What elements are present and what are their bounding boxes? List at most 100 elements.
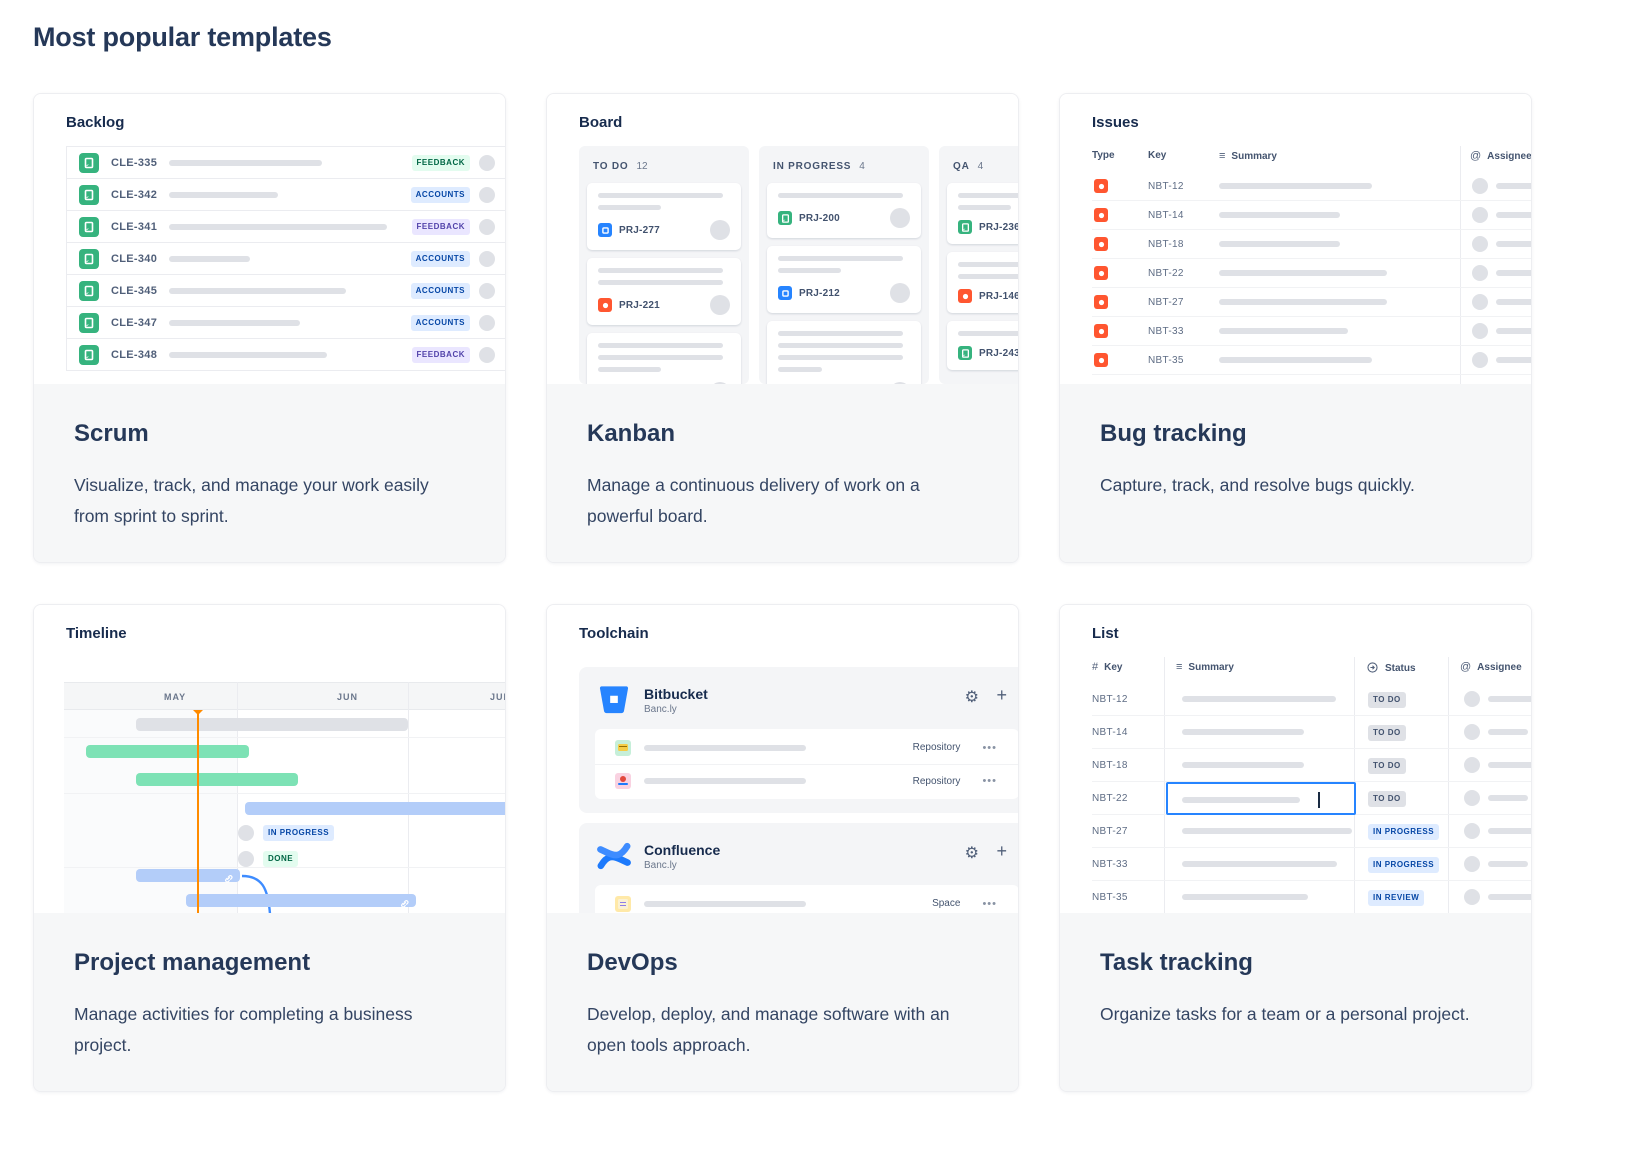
hash-icon: #	[1092, 661, 1099, 673]
col-header-key: Key	[1104, 661, 1123, 673]
list-row: NBT-35 IN REVIEW	[1092, 881, 1531, 913]
tool-org: Banc.ly	[644, 703, 677, 715]
issue-row: NBT-14	[1092, 201, 1531, 230]
avatar	[710, 295, 730, 315]
issue-row: NBT-12	[1092, 172, 1531, 201]
bug-tracking-card-footer: Bug tracking Capture, track, and resolve…	[1060, 384, 1531, 562]
col-header-summary: Summary	[1231, 150, 1277, 162]
bug-icon	[1094, 179, 1108, 193]
template-card-bug-tracking[interactable]: Issues Type Key ≡ Summary @ Assignee NBT-1…	[1059, 93, 1532, 563]
template-description: Capture, track, and resolve bugs quickly…	[1100, 475, 1415, 495]
more-icon: •••	[982, 897, 997, 910]
story-icon	[958, 220, 972, 234]
skeleton-bar	[598, 268, 724, 273]
issue-key: CLE-335	[111, 156, 158, 169]
month-label: JUL	[490, 692, 505, 702]
status-badge: IN PROGRESS	[1368, 857, 1440, 873]
skeleton-bar	[1496, 241, 1531, 247]
skeleton-bar	[169, 223, 387, 230]
template-card-devops[interactable]: Toolchain Bitbucket Banc.ly ⚙ +	[546, 604, 1019, 1092]
issue-key: NBT-12	[1148, 181, 1184, 192]
skeleton-bar	[644, 900, 806, 907]
issue-key: NBT-14	[1148, 210, 1184, 221]
issue-key: PRJ-243	[979, 347, 1018, 359]
issue-key: CLE-340	[111, 252, 158, 265]
template-card-task-tracking[interactable]: List # Key ≡ Summary Status @ Assignee NBT-…	[1059, 604, 1532, 1092]
issue-key: PRJ-236	[979, 221, 1018, 233]
issue-key: NBT-35	[1148, 355, 1184, 366]
template-card-scrum[interactable]: Backlog CLE-335 FEEDBACK CLE-342 ACCOUNT…	[33, 93, 506, 563]
avatar	[479, 186, 495, 203]
assignee-icon: @	[1470, 150, 1482, 162]
list-row: NBT-27 IN PROGRESS	[1092, 815, 1531, 848]
bug-icon	[1094, 208, 1108, 222]
skeleton-bar	[598, 193, 724, 198]
preview-title: Toolchain	[579, 625, 649, 642]
avatar	[479, 282, 495, 299]
board-column-inprogress: IN PROGRESS 4 PRJ-200 PRJ-212	[759, 146, 929, 384]
avatar	[710, 382, 730, 384]
status-icon	[1366, 661, 1379, 675]
scrum-preview: Backlog CLE-335 FEEDBACK CLE-342 ACCOUNT…	[34, 94, 505, 384]
templates-grid: Backlog CLE-335 FEEDBACK CLE-342 ACCOUNT…	[33, 93, 1630, 1092]
template-card-project-management[interactable]: Timeline MAY JUN JUL	[33, 604, 506, 1092]
skeleton-bar	[1488, 861, 1528, 867]
row-line	[64, 867, 505, 868]
skeleton-bar	[778, 343, 904, 348]
skeleton-bar	[644, 778, 806, 784]
page-title: Most popular templates	[33, 22, 332, 52]
skeleton-bar	[778, 193, 904, 198]
row-line	[64, 793, 505, 794]
column-count: 4	[859, 161, 865, 172]
board-card: PRJ-146	[947, 252, 1018, 313]
avatar	[1472, 265, 1488, 281]
gantt-bar-green	[136, 773, 298, 786]
avatar	[1464, 757, 1480, 773]
scrum-card-footer: Scrum Visualize, track, and manage your …	[34, 384, 505, 562]
skeleton-bar	[958, 331, 1018, 336]
skeleton-bar	[778, 256, 904, 261]
column-name: IN PROGRESS	[773, 161, 852, 172]
text-cursor	[1318, 792, 1320, 808]
status-badge: TO DO	[1368, 725, 1406, 741]
epic-badge: FEEDBACK	[411, 154, 470, 171]
skeleton-bar	[1182, 762, 1304, 768]
story-icon	[79, 184, 99, 205]
skeleton-bar	[1488, 828, 1531, 834]
tool-org: Banc.ly	[644, 859, 677, 871]
avatar	[1464, 724, 1480, 740]
template-title: Task tracking	[1100, 949, 1253, 976]
gantt-bar-blue-linked	[136, 869, 240, 883]
board-card: PRJ-212	[767, 246, 921, 313]
board-card: PRJ-200	[767, 183, 921, 238]
list-row: NBT-12 TO DO	[1092, 683, 1531, 716]
issue-key: NBT-18	[1148, 239, 1184, 250]
story-icon	[79, 152, 99, 173]
issue-key: PRJ-212	[799, 287, 840, 299]
confluence-logo	[597, 839, 631, 873]
issue-key: NBT-33	[1092, 859, 1128, 870]
story-icon	[79, 216, 99, 237]
timeline-chart: IN PROGRESS DONE	[64, 682, 505, 913]
status-badge: IN PROGRESS	[1368, 824, 1440, 840]
bug-tracking-preview: Issues Type Key ≡ Summary @ Assignee NBT-1…	[1060, 94, 1531, 384]
template-card-kanban[interactable]: Board TO DO 12 PRJ-277 PRJ-221	[546, 93, 1019, 563]
avatar	[479, 346, 495, 363]
skeleton-bar	[1496, 299, 1531, 305]
issue-row: NBT-22	[1092, 259, 1531, 288]
avatar	[1464, 889, 1480, 905]
devops-preview: Toolchain Bitbucket Banc.ly ⚙ +	[547, 605, 1018, 913]
issue-key: PRJ-146	[979, 290, 1018, 302]
toolchain-row: Space •••	[595, 887, 1018, 913]
preview-title: List	[1092, 625, 1119, 642]
plus-icon: +	[996, 841, 1007, 861]
epic-badge: ACCOUNTS	[410, 186, 470, 203]
bug-icon	[1094, 266, 1108, 280]
skeleton-bar	[1219, 183, 1372, 189]
skeleton-bar	[958, 205, 1011, 210]
skeleton-bar	[1182, 696, 1336, 702]
avatar	[890, 382, 910, 384]
list-row: NBT-18 TO DO	[1092, 749, 1531, 782]
avatar	[1472, 294, 1488, 310]
template-title: Scrum	[74, 420, 149, 447]
